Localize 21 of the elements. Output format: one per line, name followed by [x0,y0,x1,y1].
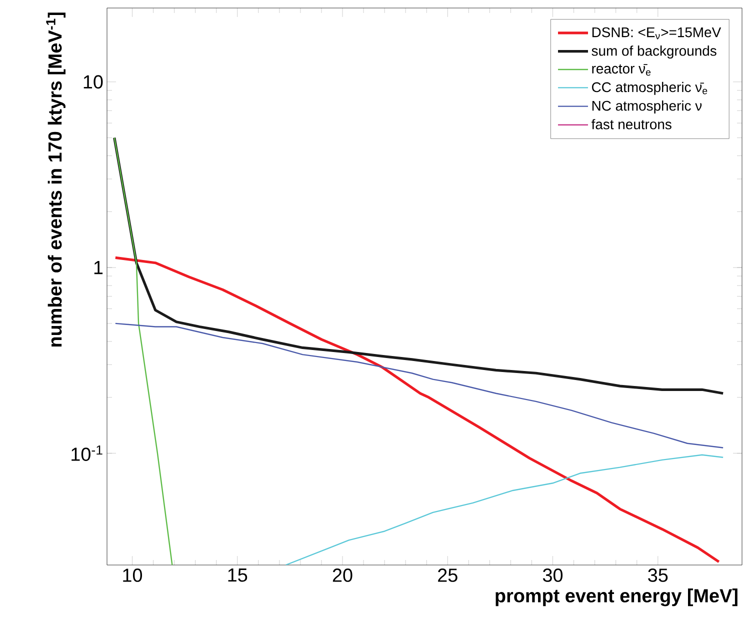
x-tick-label: 30 [542,568,563,582]
x-tick-label: 15 [228,568,248,582]
y-tick-label: 1 [94,261,103,274]
legend-label: DSNB: <E$_{ν}$>=15MeV [592,27,722,40]
x-tick-label: 20 [332,568,352,582]
x-tick-label: 10 [123,568,142,582]
line-series [114,256,720,564]
line-series [285,454,724,566]
x-axis-title: prompt event energy [MeV] [496,588,738,606]
legend-label: sum of backgrounds [592,46,716,59]
line-series [114,322,724,448]
legend-label: CC atmospheric ν̄$_{e}$ [592,82,708,95]
x-tick-label: 25 [438,568,458,582]
y-tick-label: 10$^{-1}$ [72,445,102,461]
legend-label: reactor ν̄$_{e}$ [592,64,651,76]
y-tick-label: 10 [84,75,103,89]
legend-label: fast neutrons [592,119,672,130]
legend-label: NC atmospheric ν [592,100,702,114]
y-axis-title: number of events in 170 ktyrs [MeV$^{-1}$] [46,12,66,347]
line-series [114,137,173,566]
x-tick-label: 35 [648,568,668,582]
